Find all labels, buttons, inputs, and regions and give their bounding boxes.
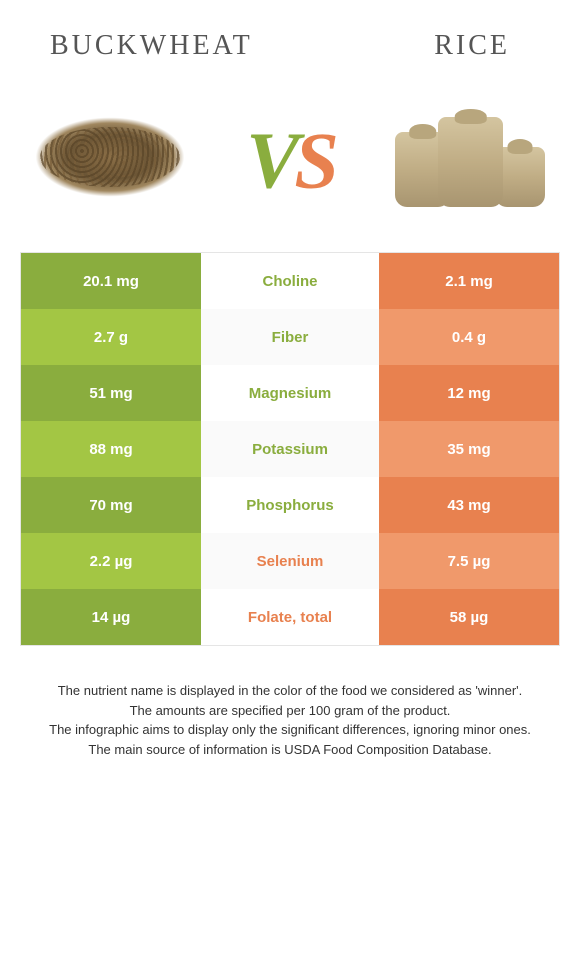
nutrient-label: Fiber [201,309,379,365]
nutrient-table: 20.1 mgCholine2.1 mg2.7 gFiber0.4 g51 mg… [20,252,560,646]
right-value: 43 mg [379,477,559,533]
images-row: VS [0,72,580,252]
footer-line: The nutrient name is displayed in the co… [25,681,555,701]
nutrient-label: Potassium [201,421,379,477]
vs-label: VS [246,117,334,208]
nutrient-label: Phosphorus [201,477,379,533]
footer-line: The infographic aims to display only the… [25,720,555,740]
right-value: 35 mg [379,421,559,477]
left-food-title: BUCKWHEAT [50,30,253,62]
right-value: 58 µg [379,589,559,645]
left-value: 20.1 mg [21,253,201,309]
table-row: 2.7 gFiber0.4 g [21,309,559,365]
table-row: 70 mgPhosphorus43 mg [21,477,559,533]
right-food-title: RICE [434,30,510,62]
table-row: 14 µgFolate, total58 µg [21,589,559,645]
buckwheat-image [30,102,190,212]
right-value: 2.1 mg [379,253,559,309]
table-row: 88 mgPotassium35 mg [21,421,559,477]
left-value: 70 mg [21,477,201,533]
nutrient-label: Magnesium [201,365,379,421]
right-value: 12 mg [379,365,559,421]
right-value: 0.4 g [379,309,559,365]
vs-v: V [246,118,294,206]
vs-s: S [294,118,334,206]
table-row: 51 mgMagnesium12 mg [21,365,559,421]
rice-image [390,102,550,212]
header: BUCKWHEAT RICE [0,0,580,72]
left-value: 2.7 g [21,309,201,365]
footer-line: The amounts are specified per 100 gram o… [25,701,555,721]
nutrient-label: Folate, total [201,589,379,645]
footer-line: The main source of information is USDA F… [25,740,555,760]
right-value: 7.5 µg [379,533,559,589]
nutrient-label: Selenium [201,533,379,589]
left-value: 14 µg [21,589,201,645]
table-row: 2.2 µgSelenium7.5 µg [21,533,559,589]
left-value: 51 mg [21,365,201,421]
left-value: 88 mg [21,421,201,477]
left-value: 2.2 µg [21,533,201,589]
footer-notes: The nutrient name is displayed in the co… [25,681,555,759]
table-row: 20.1 mgCholine2.1 mg [21,253,559,309]
nutrient-label: Choline [201,253,379,309]
